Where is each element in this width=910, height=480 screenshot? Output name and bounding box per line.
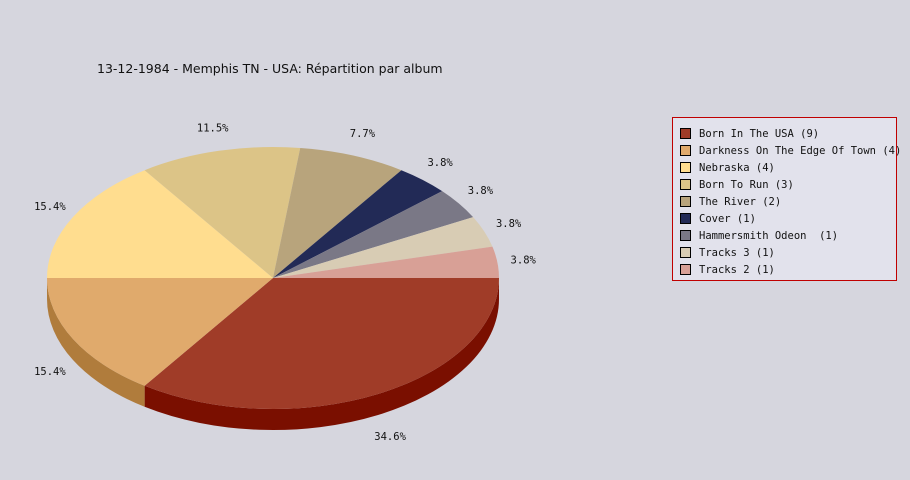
pie-slice-2 bbox=[47, 170, 273, 278]
legend-item: Cover (1) bbox=[680, 210, 896, 227]
legend-label: Tracks 2 (1) bbox=[699, 263, 775, 276]
pie-slice-6 bbox=[273, 191, 474, 278]
legend-swatch bbox=[680, 179, 691, 190]
legend-item: Tracks 2 (1) bbox=[680, 261, 896, 278]
pie-label-6: 3.8% bbox=[468, 185, 494, 197]
legend-swatch bbox=[680, 128, 691, 139]
legend-label: Nebraska (4) bbox=[699, 161, 775, 174]
pie-slice-8 bbox=[273, 246, 499, 278]
pie-label-3: 11.5% bbox=[197, 123, 229, 135]
pie-slice-1 bbox=[47, 278, 273, 386]
pie-label-4: 7.7% bbox=[350, 128, 376, 140]
chart-title: 13-12-1984 - Memphis TN - USA: Répartiti… bbox=[97, 61, 443, 76]
legend-item: The River (2) bbox=[680, 193, 896, 210]
legend-item: Tracks 3 (1) bbox=[680, 244, 896, 261]
pie-slice-5 bbox=[273, 170, 443, 278]
pie-slice-4 bbox=[273, 147, 402, 278]
chart-legend: Born In The USA (9) Darkness On The Edge … bbox=[672, 117, 901, 281]
pie-label-2: 15.4% bbox=[34, 201, 66, 213]
legend-label: Cover (1) bbox=[699, 212, 756, 225]
pie-label-5: 3.8% bbox=[427, 157, 453, 169]
legend-swatch bbox=[680, 162, 691, 173]
legend-label: The River (2) bbox=[699, 195, 782, 208]
legend-item: Born To Run (3) bbox=[680, 176, 896, 193]
legend-item: Born In The USA (9) bbox=[680, 125, 896, 142]
legend-swatch bbox=[680, 196, 691, 207]
pie-side-0 bbox=[144, 278, 499, 430]
legend-item: Darkness On The Edge Of Town (4) bbox=[680, 142, 901, 159]
pie-label-7: 3.8% bbox=[496, 218, 522, 230]
legend-label: Born In The USA (9) bbox=[699, 127, 820, 140]
pie-label-8: 3.8% bbox=[511, 254, 537, 266]
pie-slice-7 bbox=[273, 217, 493, 278]
legend-item: Hammersmith Odeon (1) bbox=[680, 227, 896, 244]
legend-swatch bbox=[680, 213, 691, 224]
legend-swatch bbox=[680, 230, 691, 241]
pie-slice-0 bbox=[144, 278, 499, 410]
legend-label: Darkness On The Edge Of Town (4) bbox=[699, 144, 902, 157]
pie-side-1 bbox=[47, 278, 145, 407]
legend-item: Nebraska (4) bbox=[680, 159, 896, 176]
legend-label: Hammersmith Odeon (1) bbox=[699, 229, 839, 242]
legend-swatch bbox=[680, 247, 691, 258]
legend-swatch bbox=[680, 264, 691, 275]
pie-label-0: 34.6% bbox=[374, 431, 406, 443]
legend-label: Born To Run (3) bbox=[699, 178, 794, 191]
pie-slice-3 bbox=[144, 147, 301, 278]
pie-label-1: 15.4% bbox=[34, 366, 66, 378]
legend-label: Tracks 3 (1) bbox=[699, 246, 775, 259]
legend-swatch bbox=[680, 145, 691, 156]
